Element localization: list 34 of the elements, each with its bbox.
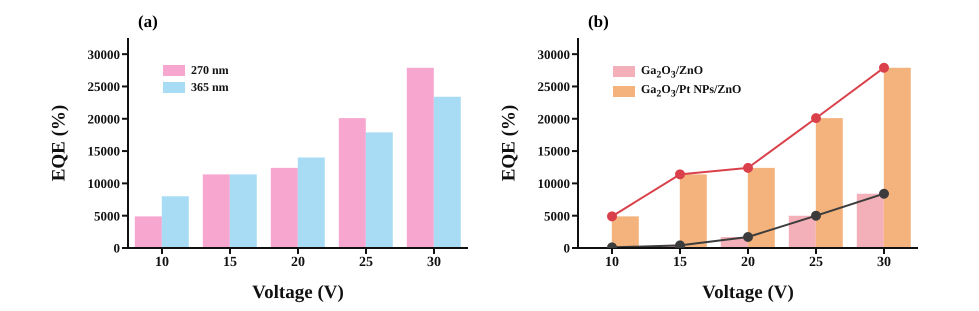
y-tick-label: 0 [564, 240, 570, 256]
x-tick-label: 20 [741, 254, 755, 270]
legend-label: Ga$_{2}$O$_{3}$/ZnO [641, 63, 704, 80]
legend-label: 365 nm [191, 80, 229, 95]
y-tick-label: 15000 [538, 144, 570, 159]
x-tick-label: 15 [223, 254, 237, 270]
y-tick-label: 5000 [544, 208, 570, 224]
y-tick-label: 10000 [538, 176, 570, 191]
x-tick-label: 25 [359, 254, 373, 270]
y-tick-label: 30000 [88, 46, 120, 62]
x-tick-label: 15 [673, 254, 687, 270]
x-tick-label: 10 [605, 254, 619, 270]
y-tick-label: 25000 [538, 79, 570, 94]
x-tick-label: 25 [809, 254, 823, 270]
y-tick-label: 20000 [538, 111, 570, 126]
y-tick-label: 5000 [94, 208, 120, 224]
x-tick-label: 30 [877, 254, 891, 270]
y-axis-title: EQE (%) [498, 104, 520, 182]
x-axis-title: Voltage (V) [702, 282, 794, 303]
y-tick-label: 25000 [88, 79, 120, 94]
y-tick-label: 20000 [88, 111, 120, 126]
x-tick-label: 10 [155, 254, 169, 270]
y-tick-label: 10000 [88, 176, 120, 191]
chart-title: (b) [588, 12, 609, 32]
chart-title: (a) [138, 12, 158, 32]
legend-label: Ga$_{2}$O$_{3}$/Pt NPs/ZnO [641, 82, 742, 100]
x-tick-label: 20 [291, 254, 305, 270]
x-tick-label: 30 [427, 254, 441, 270]
y-tick-label: 30000 [538, 46, 570, 62]
x-axis-title: Voltage (V) [252, 282, 344, 303]
legend-label: 270 nm [191, 63, 229, 78]
y-tick-label: 0 [114, 240, 120, 256]
y-axis-title: EQE (%) [48, 104, 70, 182]
y-tick-label: 15000 [88, 144, 120, 159]
